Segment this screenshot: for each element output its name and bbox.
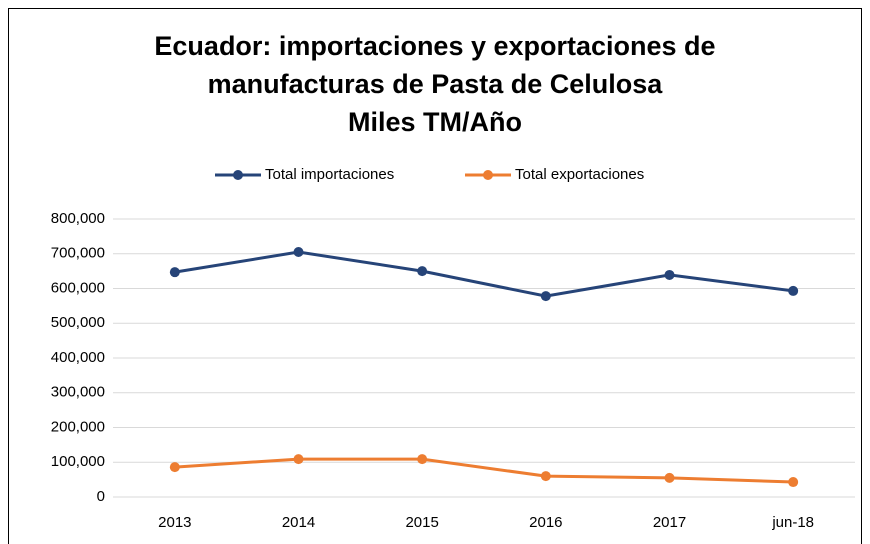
data-point — [788, 285, 799, 296]
chart-title: Ecuador: importaciones y exportaciones d… — [154, 31, 715, 61]
data-point — [417, 266, 428, 277]
y-tick-label: 0 — [97, 488, 105, 505]
series-line — [174, 250, 794, 298]
chart-border — [8, 8, 862, 544]
data-point — [540, 291, 551, 302]
data-point — [293, 247, 304, 258]
y-tick-label: 700,000 — [51, 245, 105, 262]
y-tick-label: 400,000 — [51, 349, 105, 366]
y-tick-label: 600,000 — [51, 279, 105, 296]
y-tick-label: 500,000 — [51, 314, 105, 331]
x-tick-label: jun-18 — [771, 514, 814, 531]
data-point — [417, 454, 428, 465]
data-point — [664, 472, 675, 483]
legend-marker — [233, 170, 243, 180]
legend-marker — [483, 170, 493, 180]
y-tick-label: 200,000 — [51, 418, 105, 435]
series-line — [174, 457, 794, 484]
data-point — [293, 454, 304, 465]
data-point — [664, 269, 675, 280]
x-tick-label: 2015 — [405, 514, 438, 531]
legend-label: Total exportaciones — [515, 166, 644, 183]
y-tick-label: 300,000 — [51, 384, 105, 401]
x-tick-label: 2014 — [282, 514, 315, 531]
chart-title: Miles TM/Año — [348, 107, 522, 137]
data-point — [788, 477, 799, 488]
legend-label: Total importaciones — [265, 166, 394, 183]
x-tick-label: 2017 — [653, 514, 686, 531]
data-point — [169, 462, 180, 473]
x-tick-label: 2016 — [529, 514, 562, 531]
chart-title: manufacturas de Pasta de Celulosa — [208, 69, 664, 99]
data-point — [169, 267, 180, 278]
y-tick-label: 100,000 — [51, 453, 105, 470]
x-tick-label: 2013 — [158, 514, 191, 531]
y-tick-label: 800,000 — [51, 210, 105, 227]
data-point — [540, 471, 551, 482]
